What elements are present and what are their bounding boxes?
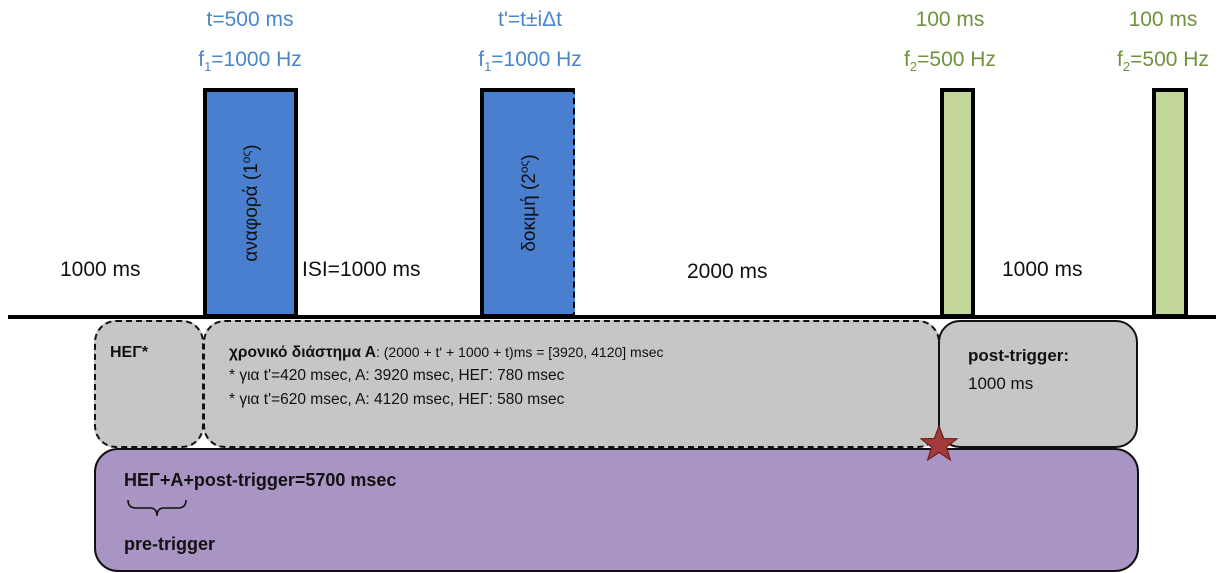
interval-a-case2: * για t'=620 msec, A: 4120 msec, ΗΕΓ: 58… [229,391,565,408]
eeg-label: ΗΕΓ* [110,344,149,361]
test-stimulus-label: δοκιμή (2ος) [516,154,540,252]
post-trigger-box: post-trigger: 1000 ms [938,320,1138,448]
test-stimulus-pulse: δοκιμή (2ος) [480,88,575,318]
reference-stimulus-pulse: αναφορά (1ος) [203,88,298,318]
tone2-frequency-label: f2=500 Hz [1117,48,1209,75]
reference-stimulus-label: αναφορά (1ος) [238,144,262,262]
post-trigger-title: post-trigger: [968,346,1070,365]
total-duration-text: ΗΕΓ+Α+post-trigger=5700 msec [124,470,397,490]
gap-interval-label: 2000 ms [687,260,768,283]
reference-frequency-label: f1=1000 Hz [198,48,302,75]
between-tones-label: 1000 ms [1002,258,1083,281]
eeg-box: ΗΕΓ* [94,320,204,448]
tone2-pulse [1152,88,1188,318]
post-trigger-value: 1000 ms [968,374,1034,393]
tone2-duration-label: 100 ms [1128,8,1198,31]
time-baseline [8,315,1216,319]
interval-a-box: χρονικό διάστημα Α: (2000 + t' + 1000 + … [203,320,940,448]
interval-a-formula: χρονικό διάστημα Α: (2000 + t' + 1000 + … [229,344,664,361]
total-duration-box: ΗΕΓ+Α+post-trigger=5700 msec pre-trigger [94,448,1139,572]
tone1-duration-label: 100 ms [915,8,985,31]
test-frequency-label: f1=1000 Hz [478,48,582,75]
pre-interval-label: 1000 ms [60,258,141,281]
pre-trigger-label: pre-trigger [124,534,216,554]
tone1-pulse [940,88,975,318]
reference-duration-label: t=500 ms [206,8,294,31]
interval-a-case1: * για t'=420 msec, A: 3920 msec, ΗΕΓ: 78… [229,367,565,384]
tone1-frequency-label: f2=500 Hz [904,48,996,75]
trigger-star-icon [919,424,959,462]
test-duration-label: t'=t±iΔt [498,8,562,31]
isi-label: ISI=1000 ms [302,258,421,281]
pre-trigger-brace [127,499,187,517]
